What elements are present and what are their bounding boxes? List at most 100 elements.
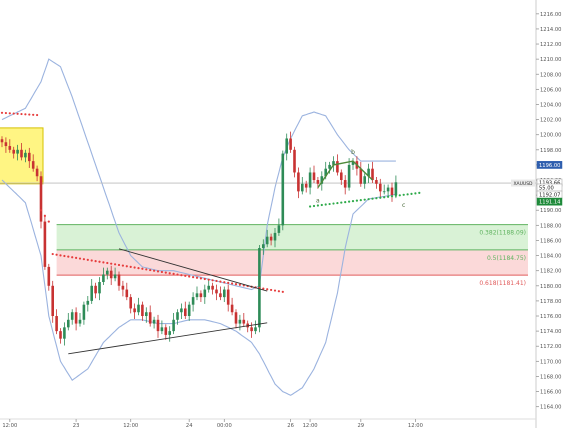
time-axis: 12:00 23 12:00 24 00:00 26 12:00 29 12:00 bbox=[0, 418, 536, 428]
price-tick-label: 1168.00 bbox=[540, 374, 561, 380]
candle-body bbox=[55, 316, 58, 332]
candle-body bbox=[195, 293, 199, 298]
candle-body bbox=[137, 304, 140, 313]
candle-body bbox=[106, 270, 109, 275]
candle-body bbox=[386, 187, 390, 192]
candle-body bbox=[265, 236, 269, 245]
sar-dot bbox=[238, 283, 241, 286]
candle-body bbox=[176, 312, 179, 320]
sar-dot bbox=[149, 268, 152, 272]
candle-body bbox=[94, 285, 97, 294]
sar-dot bbox=[121, 264, 124, 267]
price-tick-label: 1170.00 bbox=[540, 359, 561, 365]
candle-body bbox=[0, 139, 4, 143]
candle-body bbox=[117, 274, 121, 286]
candle-body bbox=[121, 285, 125, 290]
sar-dot bbox=[367, 198, 370, 201]
sar-dot bbox=[16, 112, 19, 115]
sar-dot bbox=[141, 267, 144, 270]
sar-dot bbox=[176, 273, 179, 276]
sar-dot bbox=[203, 277, 206, 281]
sar-dot bbox=[32, 113, 35, 116]
price-tick-label: 1206.00 bbox=[540, 87, 561, 93]
candle-body bbox=[301, 183, 304, 192]
sar-dot bbox=[184, 274, 187, 277]
candle-body bbox=[109, 270, 113, 279]
candle-body bbox=[371, 168, 374, 181]
sar-dot bbox=[410, 192, 413, 195]
sar-dot bbox=[75, 256, 78, 260]
candle-body bbox=[145, 312, 148, 317]
candles bbox=[0, 131, 398, 346]
candle-body bbox=[70, 312, 74, 320]
candle-body bbox=[223, 289, 226, 298]
sar-dot bbox=[164, 271, 167, 274]
fib-zone-green bbox=[56, 224, 528, 250]
candle-body bbox=[336, 161, 339, 173]
candle-body bbox=[312, 172, 316, 181]
candle-body bbox=[379, 183, 382, 192]
sar-dot bbox=[277, 290, 280, 293]
price-tag-bg bbox=[536, 197, 563, 206]
candle-body bbox=[164, 327, 168, 335]
sar-dot bbox=[24, 113, 27, 116]
candle-body bbox=[180, 308, 183, 313]
candle-body bbox=[359, 168, 363, 184]
sar-dot bbox=[316, 204, 319, 207]
sar-dot bbox=[402, 193, 405, 196]
candle-body bbox=[308, 172, 312, 188]
candle-body bbox=[31, 161, 35, 169]
candle-body bbox=[234, 312, 238, 324]
candle-body bbox=[297, 172, 300, 192]
price-tick-label: 1200.00 bbox=[540, 133, 561, 139]
time-tick-label: 24 bbox=[186, 423, 193, 428]
price-tick-label: 1180.00 bbox=[540, 284, 561, 290]
sar-dot bbox=[47, 220, 50, 223]
sar-dot bbox=[71, 256, 74, 259]
sar-dot bbox=[172, 272, 175, 276]
candle-body bbox=[219, 293, 222, 298]
sar-dot bbox=[270, 288, 273, 292]
sar-dot bbox=[379, 196, 382, 199]
candle-body bbox=[8, 146, 12, 150]
fib-level-label: 0.382(1188.09) bbox=[479, 230, 526, 237]
candle-body bbox=[304, 183, 308, 188]
sar-dot bbox=[188, 275, 191, 278]
fibonacci-labels: 0.382(1188.09) 0.5(1184.75) 0.618(1181.41) bbox=[479, 230, 526, 287]
parabolic-sar bbox=[0, 111, 421, 293]
candle-body bbox=[293, 149, 296, 173]
price-tag-label: 55.00 bbox=[539, 186, 554, 192]
price-tag-label: 1193.66 bbox=[539, 181, 560, 187]
sar-dot bbox=[227, 281, 230, 284]
sar-dot bbox=[153, 269, 156, 272]
sar-dot bbox=[309, 205, 312, 208]
candle-body bbox=[343, 180, 347, 188]
time-tick-label: 26 bbox=[287, 423, 294, 428]
candle-body bbox=[74, 312, 78, 324]
sar-dot bbox=[320, 203, 323, 207]
sar-dot bbox=[12, 112, 15, 115]
sar-dot bbox=[106, 261, 109, 265]
candle-body bbox=[82, 304, 86, 320]
sar-dot bbox=[78, 257, 82, 260]
candle-body bbox=[98, 282, 101, 294]
sar-dot bbox=[312, 204, 316, 208]
price-tick-label: 1182.00 bbox=[540, 269, 561, 275]
sar-dot bbox=[383, 196, 386, 199]
sar-dot bbox=[195, 276, 199, 279]
sar-dot bbox=[86, 258, 89, 261]
price-tag-bg bbox=[536, 161, 563, 169]
sar-dot bbox=[67, 255, 70, 258]
candle-body bbox=[226, 289, 230, 305]
candle-body bbox=[242, 319, 246, 324]
sar-dot bbox=[102, 261, 105, 264]
time-tick-label: 29 bbox=[357, 423, 364, 428]
sar-dot bbox=[0, 111, 4, 114]
sar-dot bbox=[387, 195, 390, 198]
candle-body bbox=[63, 327, 66, 339]
candle-body bbox=[4, 142, 8, 147]
sar-dot bbox=[223, 281, 226, 284]
price-tag-label: 1191.14 bbox=[539, 200, 561, 206]
